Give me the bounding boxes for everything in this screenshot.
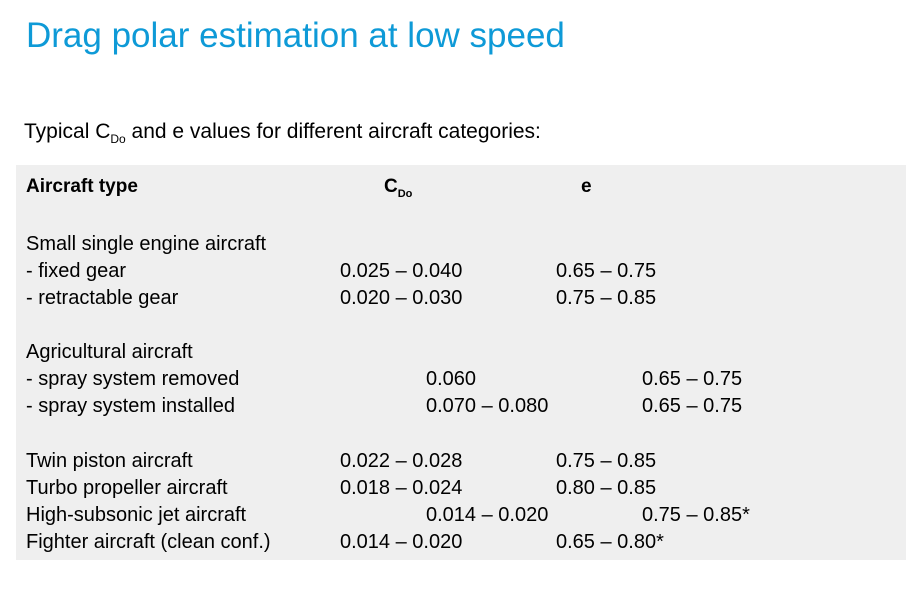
row-e: 0.65 – 0.80*: [556, 531, 664, 553]
header-aircraft-type: Aircraft type: [26, 176, 138, 197]
row-e: 0.65 – 0.75: [642, 368, 743, 390]
subtitle-subscript: Do: [110, 132, 126, 146]
header-cdo: CDo: [384, 175, 412, 201]
row-type: Fighter aircraft (clean conf.): [26, 531, 271, 553]
row-cdo: 0.014 – 0.020: [340, 531, 463, 553]
row-cdo: 0.025 – 0.040: [340, 260, 463, 282]
page-title: Drag polar estimation at low speed: [26, 16, 565, 55]
subtitle-post: and e values for different aircraft cate…: [125, 120, 541, 143]
row-e: 0.80 – 0.85: [556, 477, 657, 499]
row-type: High-subsonic jet aircraft: [26, 504, 247, 526]
row-e: 0.75 – 0.85: [556, 287, 657, 309]
row-e: 0.75 – 0.85: [556, 450, 657, 472]
row-cdo: 0.014 – 0.020: [426, 504, 549, 526]
row-cdo: 0.018 – 0.024: [340, 477, 463, 499]
row-type: Agricultural aircraft: [26, 341, 193, 363]
row-cdo: 0.060: [426, 368, 477, 390]
row-type: Twin piston aircraft: [26, 450, 193, 472]
subtitle: Typical CDo and e values for different a…: [24, 120, 541, 146]
row-type: - retractable gear: [26, 287, 179, 309]
aircraft-table: Aircraft type CDo e Small single engine …: [16, 165, 906, 560]
row-type: - spray system removed: [26, 368, 240, 390]
row-e: 0.65 – 0.75: [556, 260, 657, 282]
header-e: e: [581, 176, 592, 197]
row-type: Small single engine aircraft: [26, 233, 267, 255]
subtitle-pre: Typical C: [24, 120, 111, 143]
row-type: - spray system installed: [26, 395, 235, 417]
row-type: Turbo propeller aircraft: [26, 477, 228, 499]
row-cdo: 0.020 – 0.030: [340, 287, 463, 309]
row-cdo: 0.022 – 0.028: [340, 450, 463, 472]
row-type: - fixed gear: [26, 260, 127, 282]
header-cdo-sub: Do: [397, 188, 413, 200]
row-e: 0.75 – 0.85*: [642, 504, 750, 526]
row-cdo: 0.070 – 0.080: [426, 395, 549, 417]
header-cdo-main: C: [384, 176, 398, 197]
row-e: 0.65 – 0.75: [642, 395, 743, 417]
